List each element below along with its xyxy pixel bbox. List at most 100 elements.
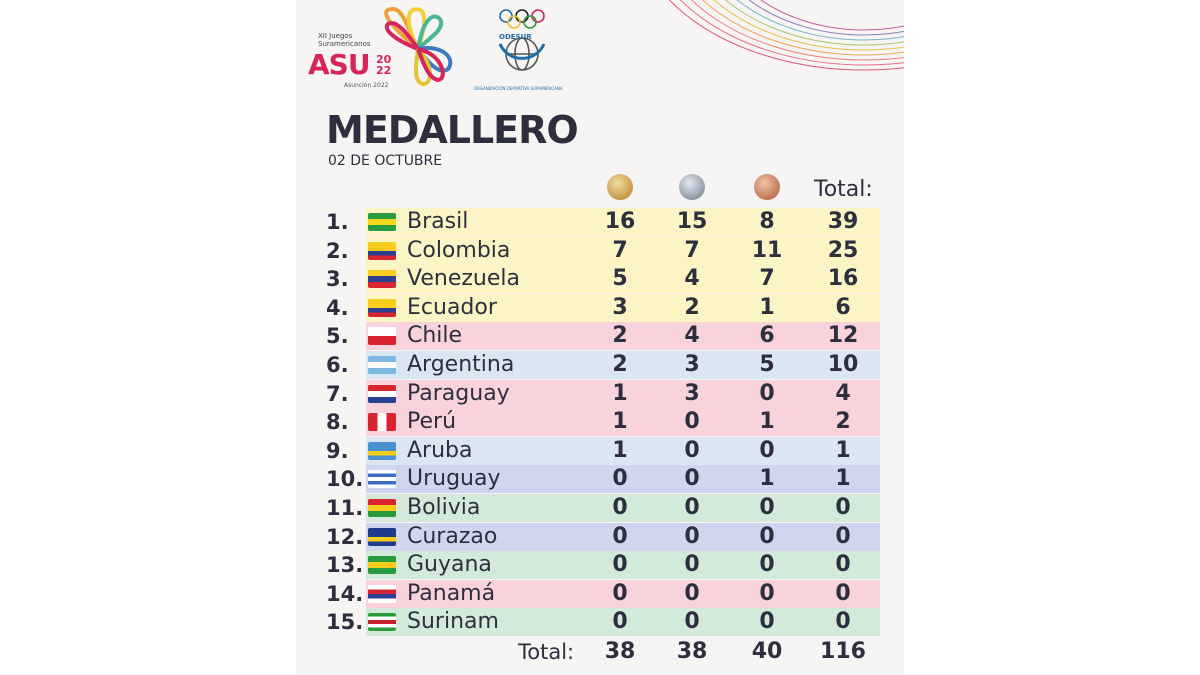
- total-count: 39: [827, 209, 859, 234]
- rank: 11.: [326, 496, 364, 520]
- gold-medal-icon: [607, 174, 633, 200]
- silver-count: 4: [684, 323, 700, 349]
- country-name: Aruba: [407, 437, 473, 463]
- country-flag-icon: [368, 584, 396, 603]
- page-title: MEDALLERO: [326, 108, 579, 152]
- row-background: [366, 579, 880, 608]
- row-background: [366, 465, 880, 494]
- page-date: 02 DE OCTUBRE: [328, 153, 443, 169]
- total-count: 10: [827, 352, 859, 377]
- table-row: 9. Aruba 1 0 0 1: [296, 436, 904, 465]
- country-flag-icon: [368, 298, 396, 317]
- bronze-count: 6: [759, 323, 775, 349]
- country-flag-icon: [368, 556, 396, 575]
- gold-count: 7: [612, 237, 628, 263]
- silver-count: 2: [684, 294, 700, 320]
- table-row: 1. Brasil 16 15 8 39: [296, 208, 904, 236]
- gold-count: 0: [612, 580, 628, 606]
- bronze-count: 7: [759, 266, 775, 292]
- asu-petals-icon: [384, 6, 453, 87]
- country-flag-icon: [368, 241, 396, 260]
- bronze-count: 1: [759, 409, 775, 435]
- country-name: Panamá: [407, 580, 496, 606]
- odesur-label: ODESUR: [499, 33, 532, 41]
- country-flag-icon: [368, 413, 396, 432]
- gold-count: 5: [612, 266, 628, 292]
- totals-label: Total:: [518, 640, 575, 664]
- country-flag-icon: [368, 613, 396, 632]
- rank: 2.: [326, 238, 349, 263]
- row-background: [366, 551, 880, 580]
- logo-edition: XII Juegos: [318, 32, 353, 40]
- silver-count: 0: [684, 495, 700, 520]
- table-row: 13. Guyana 0 0 0 0: [296, 551, 904, 580]
- silver-count: 0: [684, 437, 700, 463]
- row-background: [366, 494, 880, 522]
- table-row: 14. Panamá 0 0 0 0: [296, 579, 904, 608]
- total-count: 0: [835, 523, 851, 549]
- gold-count: 0: [612, 609, 628, 635]
- decorative-swirl: [668, 0, 904, 71]
- table-row: 2. Colombia 7 7 11 25: [296, 236, 904, 265]
- bronze-count: 0: [759, 523, 775, 549]
- table-row: 4. Ecuador 3 2 1 6: [296, 293, 904, 322]
- gold-count: 1: [612, 380, 628, 406]
- rank: 15.: [326, 610, 364, 635]
- logo-city: Asunción 2022: [344, 82, 389, 89]
- country-flag-icon: [368, 499, 396, 517]
- silver-count: 0: [684, 409, 700, 435]
- country-flag-icon: [368, 213, 396, 231]
- logo-name: Suramericanos: [318, 40, 371, 48]
- gold-count: 0: [612, 466, 628, 492]
- logo-brand: ASU: [308, 48, 371, 81]
- bronze-count: 0: [759, 552, 775, 578]
- total-count: 0: [835, 495, 851, 520]
- rank: 8.: [326, 410, 349, 435]
- gold-count: 3: [612, 294, 628, 320]
- rank: 9.: [326, 438, 349, 463]
- country-flag-icon: [368, 327, 396, 346]
- total-column-header: Total:: [814, 177, 873, 202]
- total-silver: 38: [676, 639, 708, 664]
- total-count: 0: [835, 580, 851, 606]
- total-count: 25: [827, 237, 859, 263]
- total-count: 0: [835, 552, 851, 578]
- rank: 1.: [326, 210, 349, 234]
- total-count: 2: [835, 409, 851, 435]
- logo-year-top: 20: [376, 53, 392, 66]
- table-row: 10. Uruguay 0 0 1 1: [296, 465, 904, 494]
- country-name: Brasil: [407, 209, 469, 234]
- country-name: Curazao: [407, 523, 498, 549]
- country-name: Paraguay: [407, 380, 510, 406]
- row-background: [366, 351, 880, 379]
- row-background: [366, 522, 880, 551]
- row-background: [366, 408, 880, 437]
- total-count: 6: [835, 294, 851, 320]
- gold-count: 0: [612, 552, 628, 578]
- country-name: Chile: [407, 323, 463, 349]
- rank: 6.: [326, 353, 349, 377]
- gold-count: 0: [612, 523, 628, 549]
- rank: 14.: [326, 581, 364, 606]
- bronze-count: 1: [759, 294, 775, 320]
- rank: 13.: [326, 553, 364, 578]
- row-background: [366, 265, 880, 294]
- silver-count: 0: [684, 580, 700, 606]
- rank: 3.: [326, 267, 349, 292]
- table-row: 15. Surinam 0 0 0 0: [296, 608, 904, 637]
- totals-row: Total: 38 38 40 116: [296, 638, 904, 666]
- country-name: Surinam: [407, 609, 499, 635]
- table-row: 7. Paraguay 1 3 0 4: [296, 379, 904, 408]
- country-name: Bolivia: [407, 495, 481, 520]
- silver-count: 0: [684, 523, 700, 549]
- rank: 7.: [326, 381, 349, 406]
- total-bronze: 40: [751, 639, 783, 664]
- bronze-count: 0: [759, 580, 775, 606]
- total-gold: 38: [604, 639, 636, 664]
- rank: 10.: [326, 467, 364, 492]
- row-background: [366, 293, 880, 322]
- table-row: 5. Chile 2 4 6 12: [296, 322, 904, 351]
- silver-count: 7: [684, 237, 700, 263]
- country-name: Ecuador: [407, 294, 497, 320]
- total-count: 1: [835, 466, 851, 492]
